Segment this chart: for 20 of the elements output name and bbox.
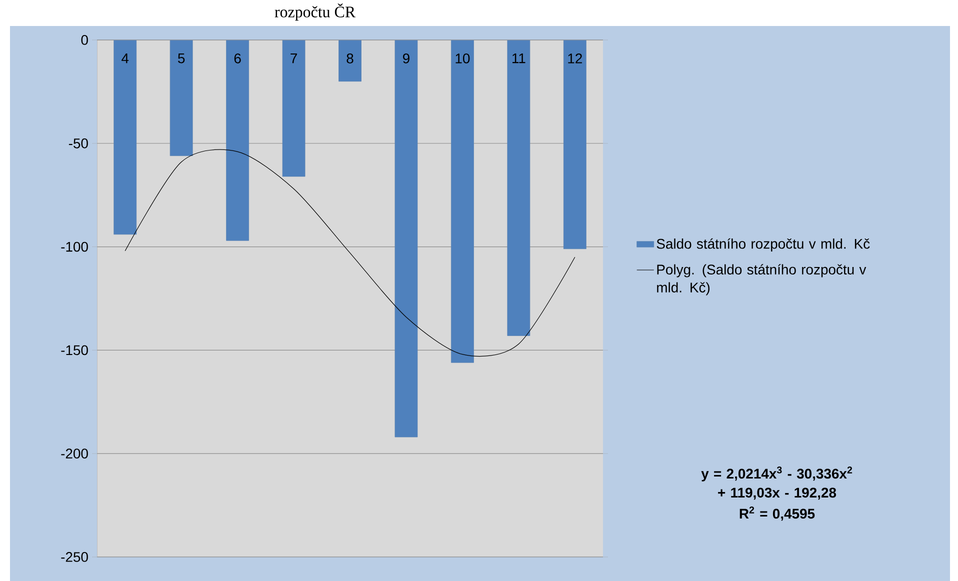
x-tick-label: 9 bbox=[403, 53, 410, 64]
y-tick-label: -50 bbox=[68, 138, 88, 148]
y-tick-label: -100 bbox=[61, 242, 88, 252]
y-tick-label: -200 bbox=[61, 448, 88, 459]
chart-title: rozpočtu ČR bbox=[274, 4, 356, 21]
x-tick-label: 7 bbox=[290, 54, 297, 64]
x-tick-label: 10 bbox=[456, 53, 470, 64]
x-tick-label: 11 bbox=[512, 54, 526, 64]
text: y = 2,0214x$^{3}$ - 30,336x$^{2}$ + 119,03x - 192,28 bbox=[701, 466, 852, 500]
legend-label: Polyg. (Saldo státního rozpočtu v mld. Kč) bbox=[657, 264, 866, 296]
x-tick-label: 4 bbox=[122, 54, 129, 64]
text: R$^{2}$ = 0,4595 bbox=[740, 506, 815, 521]
y-tick-label: 0 bbox=[81, 35, 88, 45]
x-tick-label: 8 bbox=[346, 53, 354, 64]
x-tick-label: 12 bbox=[568, 53, 582, 64]
y-tick-label: -250 bbox=[61, 552, 88, 562]
x-tick-label: 6 bbox=[234, 53, 241, 64]
legend-label: Saldo státního rozpočtu v mld. Kč bbox=[656, 238, 870, 252]
x-tick-label: 5 bbox=[178, 54, 185, 64]
y-tick-label: -150 bbox=[61, 345, 88, 356]
